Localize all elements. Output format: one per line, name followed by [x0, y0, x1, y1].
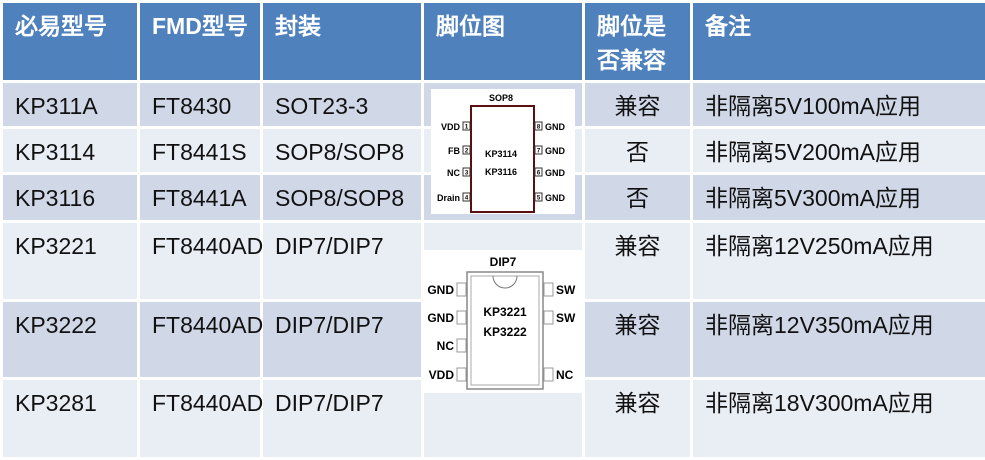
compat: 否 [584, 174, 692, 222]
sop8-pin-label: Drain [437, 193, 460, 203]
package: DIP7/DIP7 [262, 379, 423, 459]
compat: 兼容 [584, 82, 692, 128]
header-pinout: 脚位图 [423, 2, 584, 82]
fmd: FT8440AD [139, 301, 262, 379]
header-note: 备注 [692, 2, 985, 82]
sop8-chip-label: KP3116 [485, 167, 517, 177]
sop8-body [471, 106, 534, 212]
header-row: 必易型号 FMD型号 封装 脚位图 脚位是否兼容 备注 [2, 2, 985, 82]
sop8-chip-label: KP3114 [485, 149, 517, 159]
dip7-pin [457, 368, 466, 381]
dip7-pinout-diagram: DIP7 KP3221 KP3222 GND GND NC VDD SW SW NC [421, 250, 583, 393]
note: 非隔离12V250mA应用 [692, 222, 985, 301]
note: 非隔离5V300mA应用 [692, 174, 985, 222]
dip7-pin [457, 283, 466, 296]
dip7-chip-label: KP3222 [483, 325, 527, 339]
model: KP3222 [2, 301, 139, 379]
dip7-pin-label: SW [556, 283, 576, 297]
model: KP3221 [2, 222, 139, 301]
model: KP311A [2, 82, 139, 128]
fmd: FT8441S [139, 128, 262, 174]
model: KP3114 [2, 128, 139, 174]
header-package: 封装 [262, 2, 423, 82]
dip7-pin-label: NC [437, 339, 455, 353]
note: 非隔离5V100mA应用 [692, 82, 985, 128]
model: KP3116 [2, 174, 139, 222]
note: 非隔离5V200mA应用 [692, 128, 985, 174]
dip7-pin-label: GND [427, 311, 454, 325]
dip7-title: DIP7 [490, 255, 517, 269]
header-fmd: FMD型号 [139, 2, 262, 82]
compat: 否 [584, 128, 692, 174]
compat: 兼容 [584, 301, 692, 379]
package: SOT23-3 [262, 82, 423, 128]
package: DIP7/DIP7 [262, 222, 423, 301]
compat: 兼容 [584, 379, 692, 459]
dip7-chip-label: KP3221 [483, 305, 527, 319]
model: KP3281 [2, 379, 139, 459]
header-compat: 脚位是否兼容 [584, 2, 692, 82]
sop8-pin-label: VDD [441, 122, 461, 132]
dip7-pin-label: GND [427, 283, 454, 297]
sop8-pin-label: GND [545, 122, 566, 132]
sop8-pin-label: GND [545, 168, 566, 178]
package: SOP8/SOP8 [262, 174, 423, 222]
dip7-pin [544, 283, 553, 296]
package: SOP8/SOP8 [262, 128, 423, 174]
dip7-pin-label: SW [556, 311, 576, 325]
fmd: FT8440AD [139, 222, 262, 301]
dip7-pin [457, 339, 466, 352]
sop8-title: SOP8 [489, 93, 513, 103]
header-model: 必易型号 [2, 2, 139, 82]
note: 非隔离12V350mA应用 [692, 301, 985, 379]
dip7-pin-label: VDD [429, 368, 455, 382]
fmd: FT8430 [139, 82, 262, 128]
sop8-pin-label: GND [545, 146, 566, 156]
note: 非隔离18V300mA应用 [692, 379, 985, 459]
dip7-pin-label: NC [556, 368, 574, 382]
sop8-pin-label: GND [545, 193, 566, 203]
dip7-pin [457, 311, 466, 324]
fmd: FT8441A [139, 174, 262, 222]
compat: 兼容 [584, 222, 692, 301]
sop8-pin-label: FB [448, 146, 460, 156]
sop8-pin-label: NC [447, 168, 460, 178]
fmd: FT8440AD [139, 379, 262, 459]
dip7-pin [544, 368, 553, 381]
dip7-pin [544, 311, 553, 324]
package: DIP7/DIP7 [262, 301, 423, 379]
